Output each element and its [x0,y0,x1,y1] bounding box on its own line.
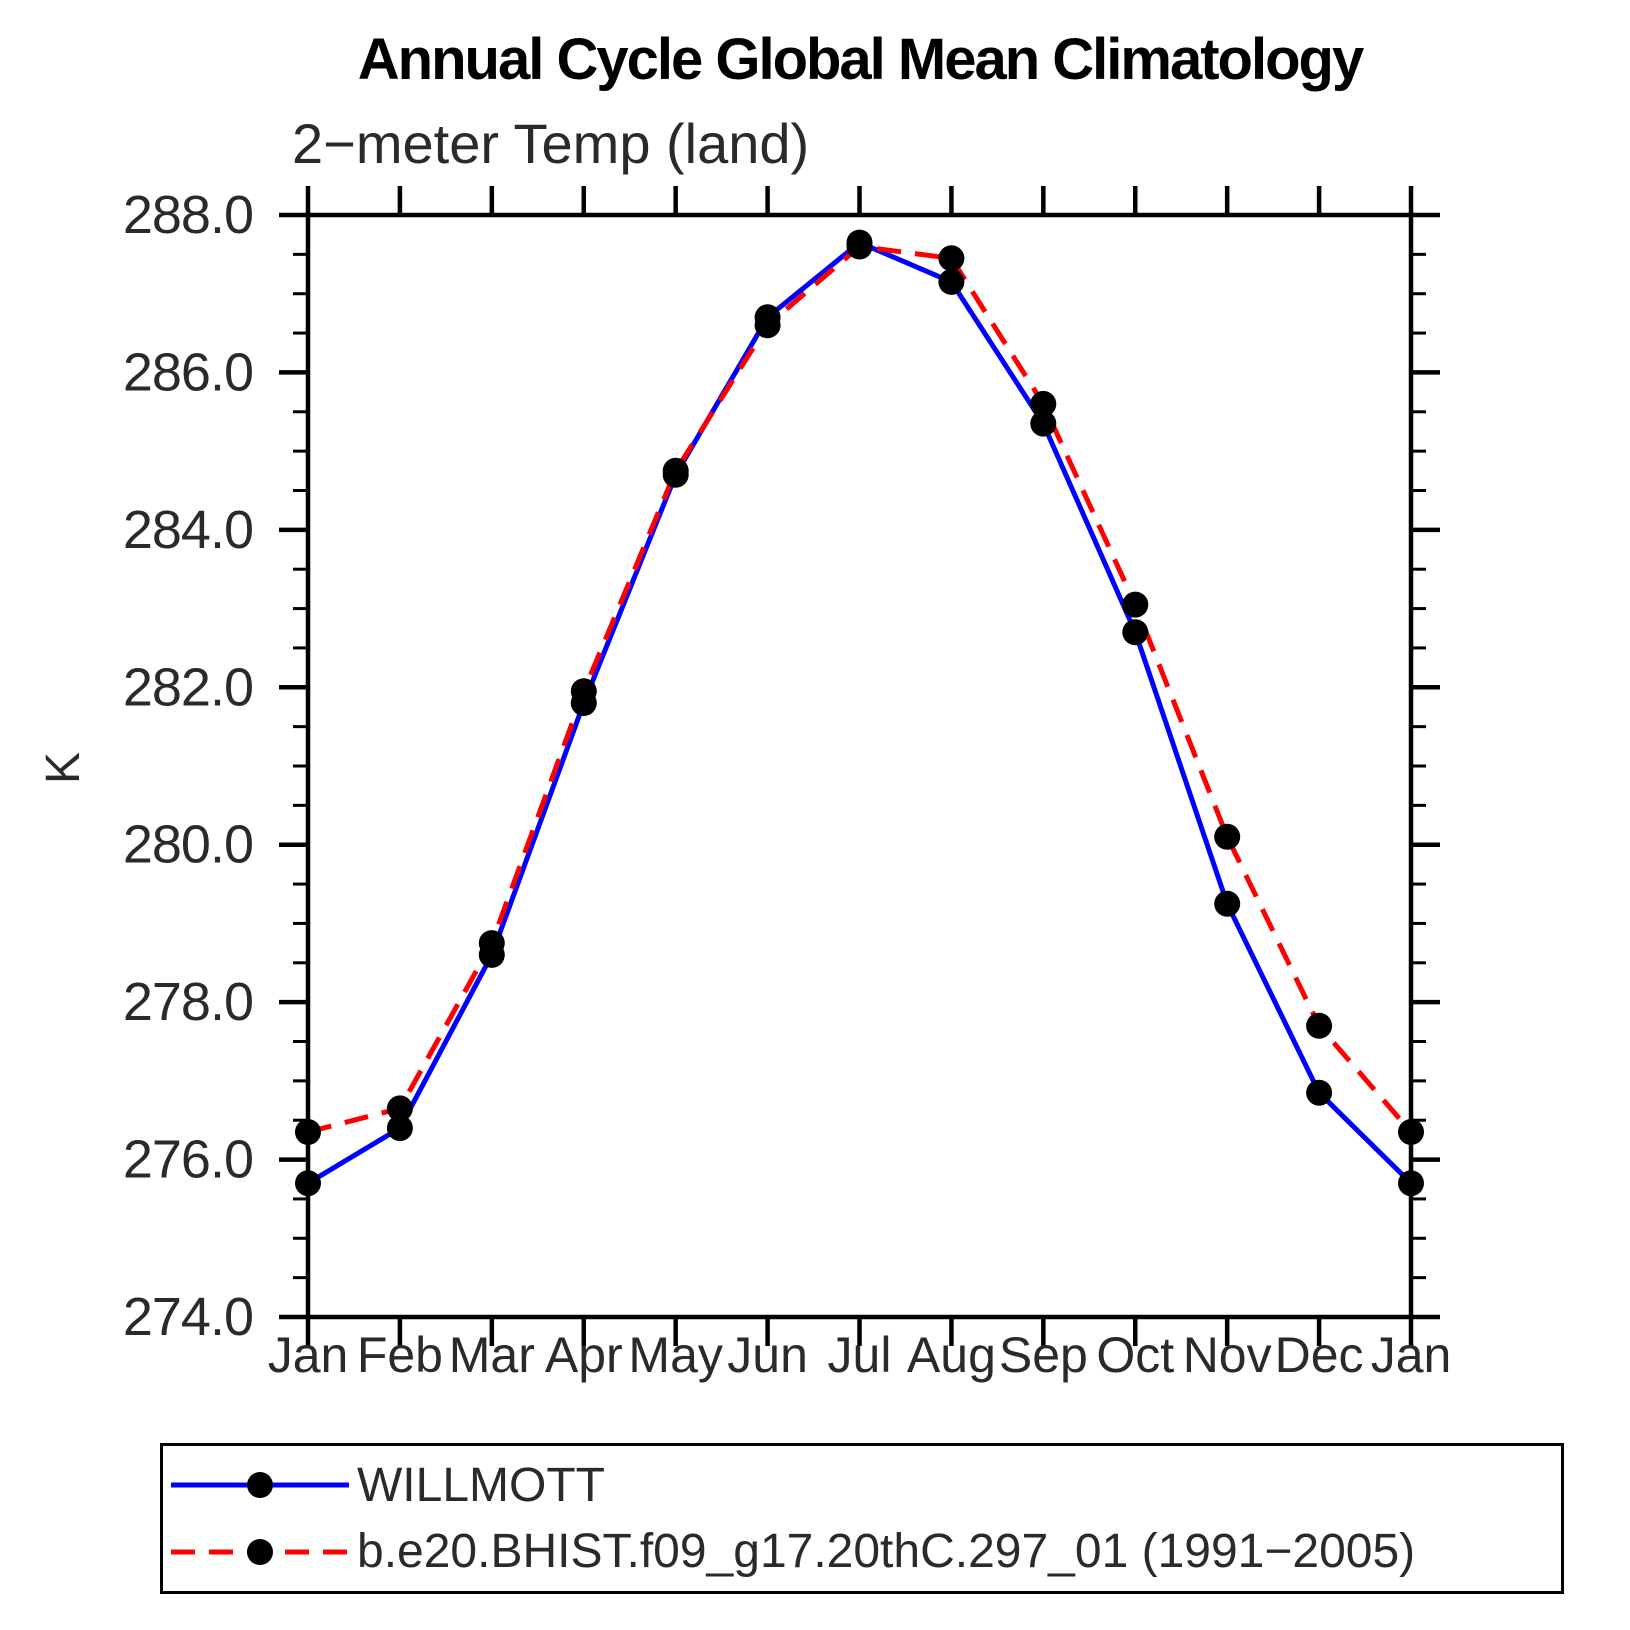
data-series [306,240,1413,1186]
data-point-marker [846,233,873,260]
data-point-marker [662,457,689,484]
data-point-marker [1398,1170,1424,1197]
x-tick-label: Jun [727,1327,808,1383]
legend-label-willmott: WILLMOTT [357,1458,605,1512]
x-tick-label: Apr [545,1327,623,1383]
data-point-marker [295,1119,321,1145]
y-tick-label: 278.0 [123,972,253,1032]
chart-title: Annual Cycle Global Mean Climatology [357,27,1364,92]
plot-frame [305,212,1414,1320]
legend-label-model: b.e20.BHIST.f09_g17.20thC.297_01 (1991−2… [357,1525,1416,1579]
data-point-marker [570,678,597,705]
data-point-marker [386,1115,413,1142]
axes [279,186,1440,1346]
data-point-marker [1122,619,1149,646]
x-tick-label: Mar [449,1327,535,1383]
legend-marker-dot [247,1538,273,1565]
data-point-marker [754,312,781,339]
data-point-marker [938,268,965,295]
legend-box: WILLMOTT b.e20.BHIST.f09_g17.20thC.297_0… [160,1443,1564,1594]
data-point-marker [478,930,505,957]
chart-subtitle: 2−meter Temp (land) [292,112,809,175]
data-point-marker [938,245,965,272]
x-tick-label: Jul [828,1327,892,1383]
data-point-marker [1306,1079,1333,1106]
y-tick-label: 276.0 [123,1130,253,1190]
data-point-marker [1122,591,1149,618]
legend-line-sample-solid [171,1472,349,1499]
x-tick-label: Jan [1371,1327,1452,1383]
y-tick-labels: 288.0 286.0 284.0 282.0 280.0 278.0 276.0 274.0 [123,185,254,1347]
series-line-model [307,244,1413,1135]
legend-marker-dot [247,1472,273,1499]
x-tick-label: Jan [268,1327,349,1383]
y-tick-label: 284.0 [123,500,253,560]
x-tick-labels: Jan Feb Mar Apr May Jun Jul Aug Sep Oct Nov Dec Jan [268,1327,1452,1383]
x-tick-label: Nov [1183,1327,1272,1383]
data-point-marker [1030,410,1057,437]
data-point-marker [1214,823,1241,850]
x-tick-label: Dec [1275,1327,1364,1383]
data-point-marker [1306,1012,1333,1039]
data-point-marker [295,1170,321,1197]
x-tick-label: Feb [357,1327,443,1383]
x-tick-label: Oct [1096,1327,1174,1383]
data-point-marker [386,1095,413,1122]
legend-item-model: b.e20.BHIST.f09_g17.20thC.297_01 (1991−2… [163,1524,1561,1579]
legend-item-willmott: WILLMOTT [163,1458,1561,1513]
y-tick-label: 274.0 [123,1287,253,1347]
data-markers [295,229,1424,1197]
y-tick-label: 280.0 [123,815,253,875]
x-tick-label: Aug [907,1327,996,1383]
y-tick-label: 282.0 [123,657,253,717]
data-point-marker [1398,1119,1424,1145]
legend-line-sample-dashed [171,1538,349,1565]
x-tick-label: Sep [999,1327,1088,1383]
data-point-marker [1030,390,1057,417]
y-axis-title: K [37,752,90,784]
series-line-willmott [306,240,1413,1186]
x-tick-label: May [628,1327,722,1383]
y-tick-label: 286.0 [123,342,253,402]
y-tick-label: 288.0 [123,185,253,245]
data-point-marker [1214,890,1241,917]
